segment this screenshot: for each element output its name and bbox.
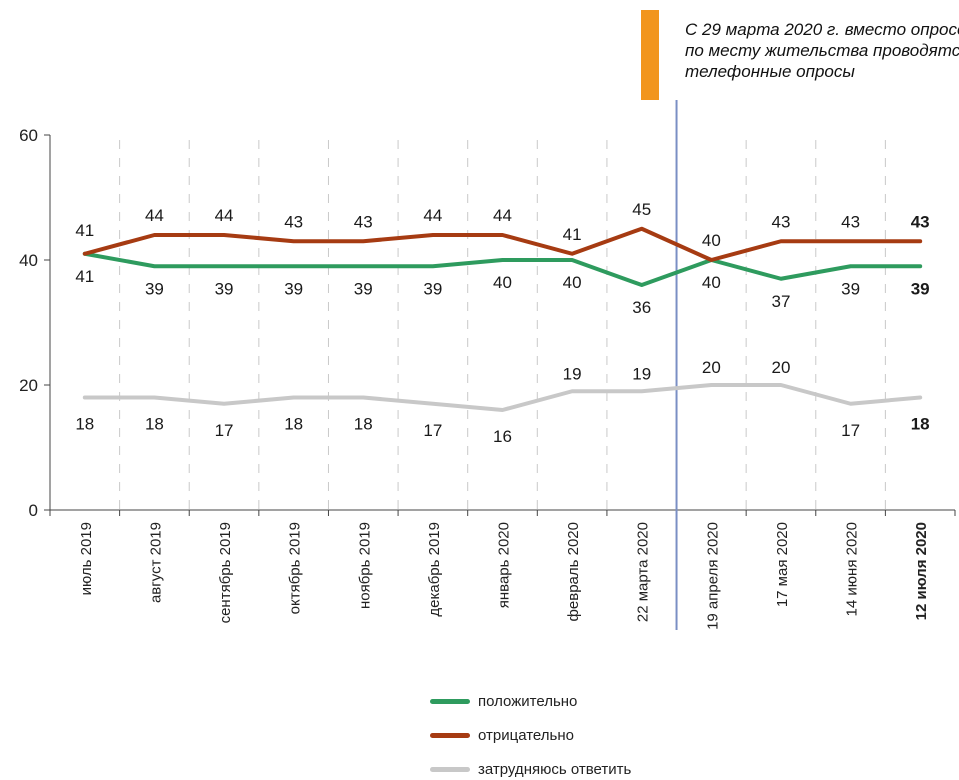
x-tick-label: январь 2020 [496, 522, 513, 608]
data-label: 37 [772, 292, 791, 311]
data-label: 17 [841, 421, 860, 440]
legend-item: отрицательно [430, 724, 574, 746]
legend-item: положительно [430, 690, 577, 712]
data-label: 44 [215, 206, 234, 225]
x-tick-label: ноябрь 2019 [356, 522, 373, 609]
legend-swatch [430, 766, 470, 772]
data-label: 43 [841, 212, 860, 231]
data-label: 39 [841, 279, 860, 298]
annotation-box: С 29 марта 2020 г. вместо опросов по мес… [641, 10, 959, 100]
data-label: 20 [702, 358, 721, 377]
data-label: 40 [702, 273, 721, 292]
x-tick-label: июль 2019 [78, 522, 95, 595]
data-label: 44 [145, 206, 164, 225]
data-label: 41 [75, 267, 94, 286]
series-line [82, 226, 923, 262]
y-tick-label: 60 [19, 126, 38, 145]
data-label: 18 [145, 415, 164, 434]
data-label: 39 [354, 279, 373, 298]
y-tick-label: 40 [19, 251, 38, 270]
data-label: 44 [423, 206, 442, 225]
data-label: 17 [215, 421, 234, 440]
y-tick-label: 0 [29, 501, 38, 520]
data-label: 18 [284, 415, 303, 434]
data-label: 39 [215, 279, 234, 298]
x-tick-label: август 2019 [147, 522, 164, 603]
data-label: 44 [493, 206, 512, 225]
x-tick-label: 12 июля 2020 [913, 522, 930, 620]
data-label: 41 [563, 225, 582, 244]
data-label: 43 [284, 212, 303, 231]
data-label: 39 [423, 279, 442, 298]
series-line [82, 251, 923, 287]
data-label: 39 [284, 279, 303, 298]
data-label: 43 [772, 212, 791, 231]
legend-item: затрудняюсь ответить [430, 758, 631, 780]
data-label: 40 [702, 231, 721, 250]
x-tick-label: декабрь 2019 [426, 522, 443, 617]
data-label: 41 [75, 221, 94, 240]
data-label: 43 [911, 212, 930, 231]
data-label: 39 [145, 279, 164, 298]
annotation-text: С 29 марта 2020 г. вместо опросов по мес… [685, 20, 959, 81]
legend-swatch [430, 732, 470, 738]
data-label: 40 [493, 273, 512, 292]
data-label: 36 [632, 298, 651, 317]
data-label: 18 [911, 415, 930, 434]
x-tick-label: 14 июня 2020 [844, 522, 861, 616]
legend-label: отрицательно [478, 726, 574, 744]
data-label: 18 [75, 415, 94, 434]
legend-label: положительно [478, 692, 578, 710]
x-tick-label: 17 мая 2020 [774, 522, 791, 607]
data-label: 16 [493, 427, 512, 446]
x-tick-label: 22 марта 2020 [635, 522, 652, 622]
data-label: 40 [563, 273, 582, 292]
x-tick-label: октябрь 2019 [287, 522, 304, 614]
x-tick-label: 19 апреля 2020 [704, 522, 721, 630]
x-tick-label: февраль 2020 [565, 522, 582, 621]
data-label: 39 [911, 279, 930, 298]
x-tick-label: сентябрь 2019 [217, 522, 234, 623]
data-label: 43 [354, 212, 373, 231]
data-label: 19 [563, 364, 582, 383]
data-label: 18 [354, 415, 373, 434]
data-label: 17 [423, 421, 442, 440]
legend-swatch [430, 698, 470, 704]
series-line [82, 383, 923, 412]
legend-label: затрудняюсь ответить [478, 760, 632, 778]
data-label: 19 [632, 364, 651, 383]
y-tick-label: 20 [19, 376, 38, 395]
data-label: 45 [632, 200, 651, 219]
data-label: 20 [772, 358, 791, 377]
